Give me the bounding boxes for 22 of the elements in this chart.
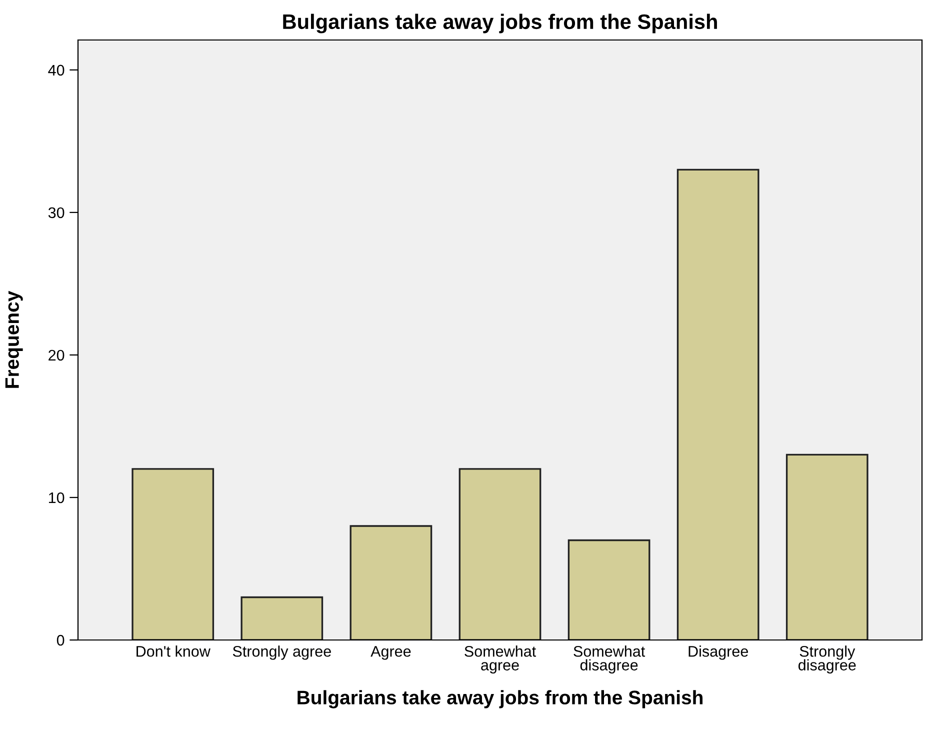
y-tick-label: 10 — [48, 492, 64, 504]
bar — [786, 454, 868, 640]
bar — [350, 525, 432, 640]
bar — [458, 468, 542, 640]
y-axis-title: Frequency — [5, 290, 23, 388]
x-tick-label: Strongly disagree — [798, 646, 856, 674]
bar — [676, 168, 760, 640]
bar — [240, 596, 324, 640]
x-tick-label: Agree — [370, 646, 411, 660]
x-tick-label: Don't know — [136, 646, 210, 657]
y-tick-label: 20 — [48, 350, 64, 361]
y-tick-label: 30 — [48, 207, 64, 218]
bar — [132, 468, 214, 640]
y-tick-label: 0 — [56, 634, 64, 646]
x-tick-label: Somewhat disagree — [574, 646, 646, 674]
x-axis-title: Bulgarians take away jobs from the Spanish — [298, 690, 702, 708]
chart-title: Bulgarians take away jobs from the Spanish — [283, 14, 717, 34]
x-tick-label: Disagree — [688, 646, 748, 660]
y-tick-label: 40 — [48, 64, 64, 76]
bar — [568, 539, 650, 640]
x-tick-label: Somewhat agree — [464, 646, 536, 674]
x-tick-label: Strongly agree — [232, 646, 331, 660]
